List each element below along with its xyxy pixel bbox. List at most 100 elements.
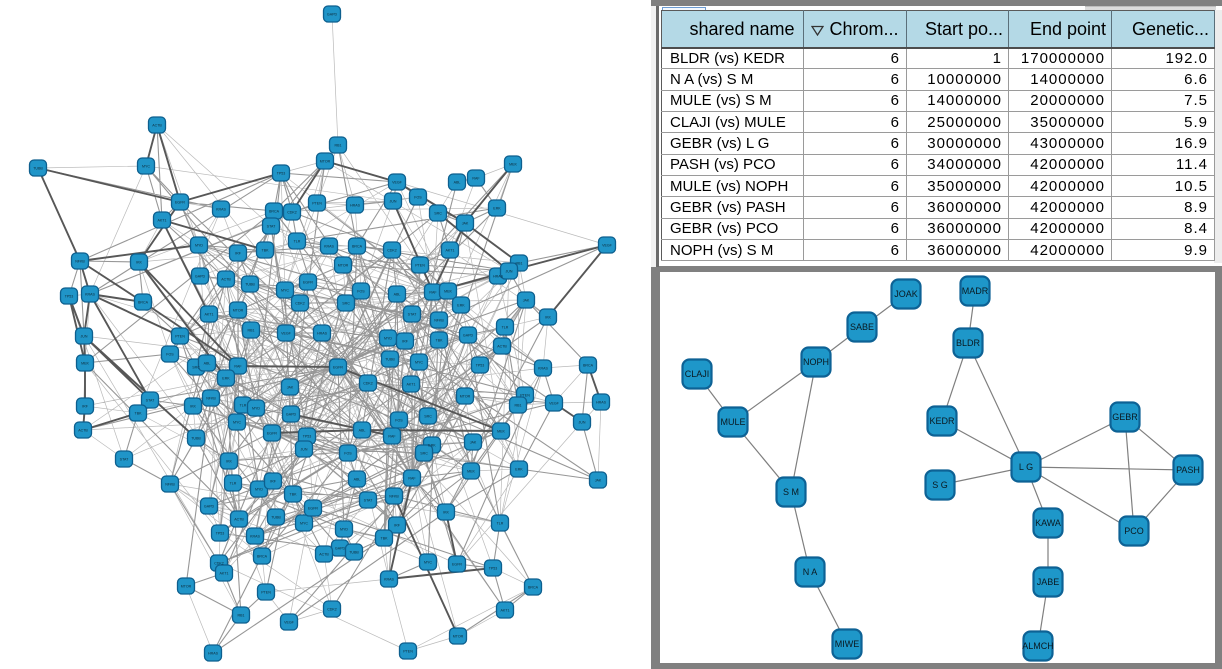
svg-text:MYD: MYD bbox=[255, 488, 263, 492]
svg-text:TP53: TP53 bbox=[476, 364, 485, 368]
svg-text:RAF: RAF bbox=[408, 477, 416, 481]
svg-text:KEDR: KEDR bbox=[929, 416, 955, 426]
svg-text:TUBB: TUBB bbox=[271, 516, 281, 520]
svg-text:KRAS: KRAS bbox=[250, 535, 260, 539]
svg-text:ACTB: ACTB bbox=[234, 518, 244, 522]
svg-text:MTOR: MTOR bbox=[233, 309, 244, 313]
svg-text:BRCA: BRCA bbox=[528, 586, 539, 590]
svg-text:S G: S G bbox=[932, 480, 948, 490]
svg-text:TP53: TP53 bbox=[303, 435, 312, 439]
svg-text:AKT1: AKT1 bbox=[501, 609, 510, 613]
svg-text:EGFR: EGFR bbox=[303, 281, 313, 285]
svg-text:RB1: RB1 bbox=[335, 144, 342, 148]
svg-text:RAF: RAF bbox=[472, 177, 480, 181]
svg-text:TBK: TBK bbox=[436, 339, 444, 343]
svg-text:GAPD: GAPD bbox=[204, 505, 215, 509]
svg-text:PTEN: PTEN bbox=[312, 202, 322, 206]
svg-text:MTOR: MTOR bbox=[320, 160, 331, 164]
svg-text:SRC: SRC bbox=[342, 302, 350, 306]
svg-text:TBK: TBK bbox=[381, 537, 389, 541]
svg-text:NFKB: NFKB bbox=[389, 495, 399, 499]
svg-text:BRCA: BRCA bbox=[257, 555, 268, 559]
svg-text:IKK: IKK bbox=[226, 460, 232, 464]
svg-text:MYC: MYC bbox=[142, 165, 150, 169]
svg-text:RAF: RAF bbox=[388, 435, 396, 439]
svg-text:FOS: FOS bbox=[166, 353, 174, 357]
svg-text:KRAS: KRAS bbox=[216, 208, 226, 212]
svg-text:MYD: MYD bbox=[340, 528, 348, 532]
svg-text:PTEN: PTEN bbox=[261, 591, 271, 595]
svg-text:NOPH: NOPH bbox=[803, 357, 829, 367]
svg-text:STAT: STAT bbox=[120, 458, 129, 462]
svg-text:STAT: STAT bbox=[146, 399, 155, 403]
svg-text:TBK: TBK bbox=[290, 493, 298, 497]
svg-text:JOAK: JOAK bbox=[894, 289, 918, 299]
svg-text:ERK: ERK bbox=[493, 207, 501, 211]
svg-text:ERK: ERK bbox=[428, 444, 436, 448]
svg-text:JAK: JAK bbox=[595, 479, 602, 483]
svg-text:TBK: TBK bbox=[135, 412, 143, 416]
svg-text:TP53: TP53 bbox=[489, 567, 498, 571]
svg-text:N A: N A bbox=[803, 567, 818, 577]
svg-text:STAT: STAT bbox=[267, 225, 276, 229]
svg-text:MIWE: MIWE bbox=[835, 639, 860, 649]
svg-text:HRAS: HRAS bbox=[208, 652, 219, 656]
svg-text:KAWA: KAWA bbox=[1035, 518, 1061, 528]
svg-text:VEGF: VEGF bbox=[392, 181, 403, 185]
svg-text:CDK2: CDK2 bbox=[387, 249, 397, 253]
svg-text:IRF: IRF bbox=[402, 340, 409, 344]
svg-text:ERK: ERK bbox=[457, 304, 465, 308]
svg-text:FOS: FOS bbox=[344, 452, 352, 456]
svg-text:MEK: MEK bbox=[509, 163, 517, 167]
svg-text:JUN: JUN bbox=[579, 421, 586, 425]
svg-text:TP53: TP53 bbox=[216, 532, 225, 536]
svg-text:TLR: TLR bbox=[502, 326, 509, 330]
svg-text:MYC: MYC bbox=[424, 561, 432, 565]
svg-text:JAK: JAK bbox=[523, 299, 530, 303]
svg-text:ACTB: ACTB bbox=[497, 345, 507, 349]
svg-text:MYC: MYC bbox=[281, 289, 289, 293]
svg-text:GEBR: GEBR bbox=[1112, 412, 1138, 422]
svg-text:MYD: MYD bbox=[195, 244, 203, 248]
svg-text:PTEN: PTEN bbox=[175, 335, 185, 339]
svg-text:ERK: ERK bbox=[515, 468, 523, 472]
svg-text:HRAS: HRAS bbox=[350, 204, 361, 208]
svg-text:CDK2: CDK2 bbox=[295, 302, 305, 306]
svg-text:KRAS: KRAS bbox=[324, 245, 334, 249]
svg-text:TLR: TLR bbox=[230, 482, 237, 486]
svg-text:EGFR: EGFR bbox=[267, 432, 277, 436]
svg-text:AKT1: AKT1 bbox=[407, 383, 416, 387]
svg-text:CDK2: CDK2 bbox=[363, 382, 373, 386]
svg-text:RB1: RB1 bbox=[238, 614, 245, 618]
svg-text:ABL: ABL bbox=[394, 293, 401, 297]
svg-text:AKT1: AKT1 bbox=[220, 572, 229, 576]
svg-text:ABL: ABL bbox=[204, 362, 211, 366]
svg-text:FOS: FOS bbox=[395, 419, 403, 423]
svg-text:IRF: IRF bbox=[270, 480, 277, 484]
svg-text:ABL: ABL bbox=[359, 429, 366, 433]
svg-text:ACTB: ACTB bbox=[319, 553, 329, 557]
svg-text:TBK: TBK bbox=[262, 249, 270, 253]
svg-text:MYD: MYD bbox=[384, 337, 392, 341]
svg-text:VEGF: VEGF bbox=[284, 621, 295, 625]
svg-text:BRCA: BRCA bbox=[352, 245, 363, 249]
svg-text:JABE: JABE bbox=[1037, 577, 1060, 587]
svg-text:GAPD: GAPD bbox=[327, 13, 338, 17]
svg-text:ABL: ABL bbox=[354, 478, 361, 482]
svg-text:ABL: ABL bbox=[454, 181, 461, 185]
svg-text:JAK: JAK bbox=[462, 222, 469, 226]
svg-text:FOS: FOS bbox=[414, 196, 422, 200]
svg-text:SRC: SRC bbox=[434, 212, 442, 216]
svg-text:MYC: MYC bbox=[415, 361, 423, 365]
svg-text:SRC: SRC bbox=[420, 452, 428, 456]
svg-text:EGFR: EGFR bbox=[452, 563, 462, 567]
svg-text:MTOR: MTOR bbox=[338, 264, 349, 268]
svg-text:ERK: ERK bbox=[222, 377, 230, 381]
svg-text:AKT1: AKT1 bbox=[158, 219, 167, 223]
svg-text:KRAS: KRAS bbox=[85, 293, 95, 297]
svg-text:NFKB: NFKB bbox=[434, 319, 444, 323]
svg-text:MTOR: MTOR bbox=[453, 635, 464, 639]
svg-text:TUBB: TUBB bbox=[349, 551, 359, 555]
svg-text:KRAS: KRAS bbox=[538, 367, 548, 371]
svg-text:NFKB: NFKB bbox=[75, 260, 85, 264]
